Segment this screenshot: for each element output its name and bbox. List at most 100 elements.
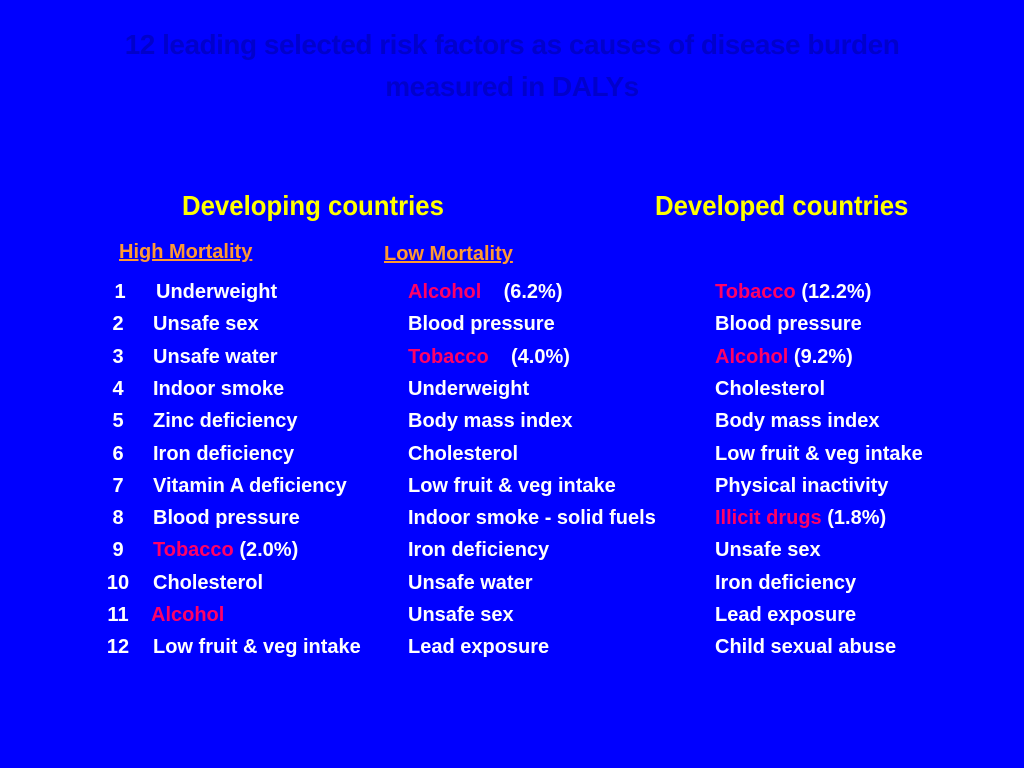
low-mortality-cell: Unsafe sex: [408, 599, 514, 631]
risk-factor-name: Alcohol: [715, 345, 789, 368]
low-mortality-cell: Alcohol (6.2%): [408, 276, 562, 308]
risk-factor-name: Body mass index: [715, 410, 880, 433]
slide-title-line-1: 12 leading selected risk factors as caus…: [124, 29, 900, 60]
slide-title-line-2: measured in DALYs: [385, 71, 639, 102]
rank-number: 1: [114, 281, 126, 303]
rank-number: 2: [112, 313, 124, 336]
risk-factor-name: Unsafe sex: [715, 539, 821, 562]
low-mortality-cell: Low fruit & veg intake: [408, 470, 616, 502]
risk-factor-name: Vitamin A deficiency: [153, 474, 347, 497]
rank-number: 9: [112, 539, 124, 562]
high-mortality-cell: Low fruit & veg intake: [153, 631, 361, 663]
risk-factor-percentage: (2.0%): [239, 539, 299, 562]
high-mortality-cell: Unsafe water: [153, 341, 278, 373]
developed-countries-cell: Child sexual abuse: [715, 631, 896, 663]
high-mortality-heading: High Mortality: [119, 241, 253, 263]
risk-factor-name: Underweight: [408, 377, 530, 400]
risk-factor-name: Body mass index: [408, 410, 573, 433]
risk-factor-name: Iron deficiency: [715, 571, 857, 594]
low-mortality-cell: Underweight: [408, 373, 529, 405]
risk-factor-name: Unsafe water: [408, 571, 533, 594]
risk-factor-name: Low fruit & veg intake: [153, 636, 361, 659]
table-row: 9 Tobacco (2.0%) Iron deficiency Unsafe sex: [0, 534, 1024, 566]
rank-number: 4: [112, 377, 124, 400]
risk-factor-percentage: (6.2%): [503, 281, 563, 303]
table-row: 7 Vitamin A deficiency Low fruit & veg int…: [0, 470, 1024, 502]
developed-countries-cell: Tobacco (12.2%): [715, 276, 871, 308]
risk-factor-percentage: (12.2%): [801, 281, 872, 303]
risk-factor-percentage: (1.8%): [827, 507, 887, 530]
risk-factor-name: Physical inactivity: [715, 474, 889, 497]
high-mortality-cell: Indoor smoke: [153, 373, 284, 405]
rank-number: 5: [112, 410, 124, 433]
risk-factor-name: Tobacco: [153, 539, 234, 562]
risk-factor-name: Tobacco: [715, 281, 796, 303]
low-mortality-cell: Body mass index: [408, 405, 573, 437]
risk-factor-name: Lead exposure: [408, 636, 550, 659]
developed-countries-cell: Body mass index: [715, 405, 880, 437]
risk-factor-name: Alcohol: [151, 604, 225, 626]
low-mortality-cell: Indoor smoke - solid fuels: [408, 502, 656, 534]
risk-factor-name: Blood pressure: [408, 313, 555, 336]
developed-countries-cell: Illicit drugs (1.8%): [715, 502, 886, 534]
low-mortality-cell: Lead exposure: [408, 631, 549, 663]
risk-factor-name: Alcohol: [408, 281, 482, 303]
risk-factor-name: Illicit drugs: [715, 507, 822, 530]
high-mortality-cell: Blood pressure: [153, 502, 300, 534]
developed-countries-cell: Cholesterol: [715, 373, 825, 405]
table-row: 10 Cholesterol Unsafe water Iron deficiency: [0, 567, 1024, 599]
risk-factor-name: Unsafe sex: [408, 604, 514, 626]
risk-factor-name: Iron deficiency: [153, 442, 295, 465]
low-mortality-cell: Cholesterol: [408, 438, 518, 470]
table-row: 8 Blood pressure Indoor smoke - solid fuel…: [0, 502, 1024, 534]
risk-factor-name: Underweight: [156, 281, 278, 303]
risk-factor-name: Cholesterol: [715, 377, 826, 400]
rank-number: 10: [106, 571, 130, 594]
developed-countries-cell: Blood pressure: [715, 308, 862, 340]
developed-countries-cell: Alcohol (9.2%): [715, 341, 853, 373]
developed-countries-cell: Unsafe sex: [715, 534, 821, 566]
risk-factor-percentage: (9.2%): [793, 345, 853, 368]
table-row: 6 Iron deficiency Cholesterol Low fruit & v…: [0, 438, 1024, 470]
risk-factor-name: Indoor smoke - solid fuels: [408, 507, 656, 530]
rank-number: 11: [107, 604, 129, 626]
table-row: 1 Underweight Alcohol (6.2%) Tobacco (12.2%…: [0, 276, 1024, 308]
low-mortality-cell: Tobacco (4.0%): [408, 341, 570, 373]
developed-countries-heading: Developed countries: [655, 190, 909, 221]
table-row: 11 Alcohol Unsafe sex Lead exposure: [0, 599, 1024, 631]
developed-countries-cell: Lead exposure: [715, 599, 856, 631]
developed-countries-cell: Low fruit & veg intake: [715, 438, 923, 470]
low-mortality-heading: Low Mortality: [384, 243, 513, 265]
risk-factor-name: Unsafe sex: [153, 313, 259, 336]
rank-number: 7: [112, 474, 124, 497]
rank-number: 12: [106, 636, 130, 659]
high-mortality-cell: Cholesterol: [153, 567, 263, 599]
rank-number: 6: [112, 442, 124, 465]
table-row: 5 Zinc deficiency Body mass index Body mass…: [0, 405, 1024, 437]
risk-factor-name: Lead exposure: [715, 604, 857, 626]
risk-factor-name: Zinc deficiency: [153, 410, 298, 433]
rank-number: 3: [112, 345, 124, 368]
low-mortality-cell: Unsafe water: [408, 567, 533, 599]
risk-factor-name: Blood pressure: [153, 507, 300, 530]
risk-factor-name: Cholesterol: [408, 442, 519, 465]
risk-factor-name: Low fruit & veg intake: [715, 442, 923, 465]
table-row: 3 Unsafe water Tobacco (4.0%) Alcohol (9.2%…: [0, 341, 1024, 373]
risk-factor-name: Unsafe water: [153, 345, 278, 368]
high-mortality-cell: Iron deficiency: [153, 438, 294, 470]
developed-countries-cell: Physical inactivity: [715, 470, 888, 502]
developing-countries-heading: Developing countries: [182, 190, 444, 221]
risk-factor-name: Cholesterol: [153, 571, 264, 594]
slide-title: 12 leading selected risk factors as caus…: [0, 24, 1024, 108]
high-mortality-cell: Zinc deficiency: [153, 405, 298, 437]
high-mortality-cell: Tobacco (2.0%): [153, 534, 298, 566]
high-mortality-cell: Vitamin A deficiency: [153, 470, 347, 502]
high-mortality-cell: Unsafe sex: [153, 308, 259, 340]
risk-factor-name: Low fruit & veg intake: [408, 474, 616, 497]
risk-factor-name: Blood pressure: [715, 313, 862, 336]
rank-number: 8: [112, 507, 124, 530]
table-row: 12 Low fruit & veg intake Lead exposure Chi…: [0, 631, 1024, 663]
high-mortality-cell: Alcohol: [151, 599, 224, 631]
risk-factor-name: Child sexual abuse: [715, 636, 897, 659]
risk-factor-percentage: (4.0%): [511, 345, 570, 368]
